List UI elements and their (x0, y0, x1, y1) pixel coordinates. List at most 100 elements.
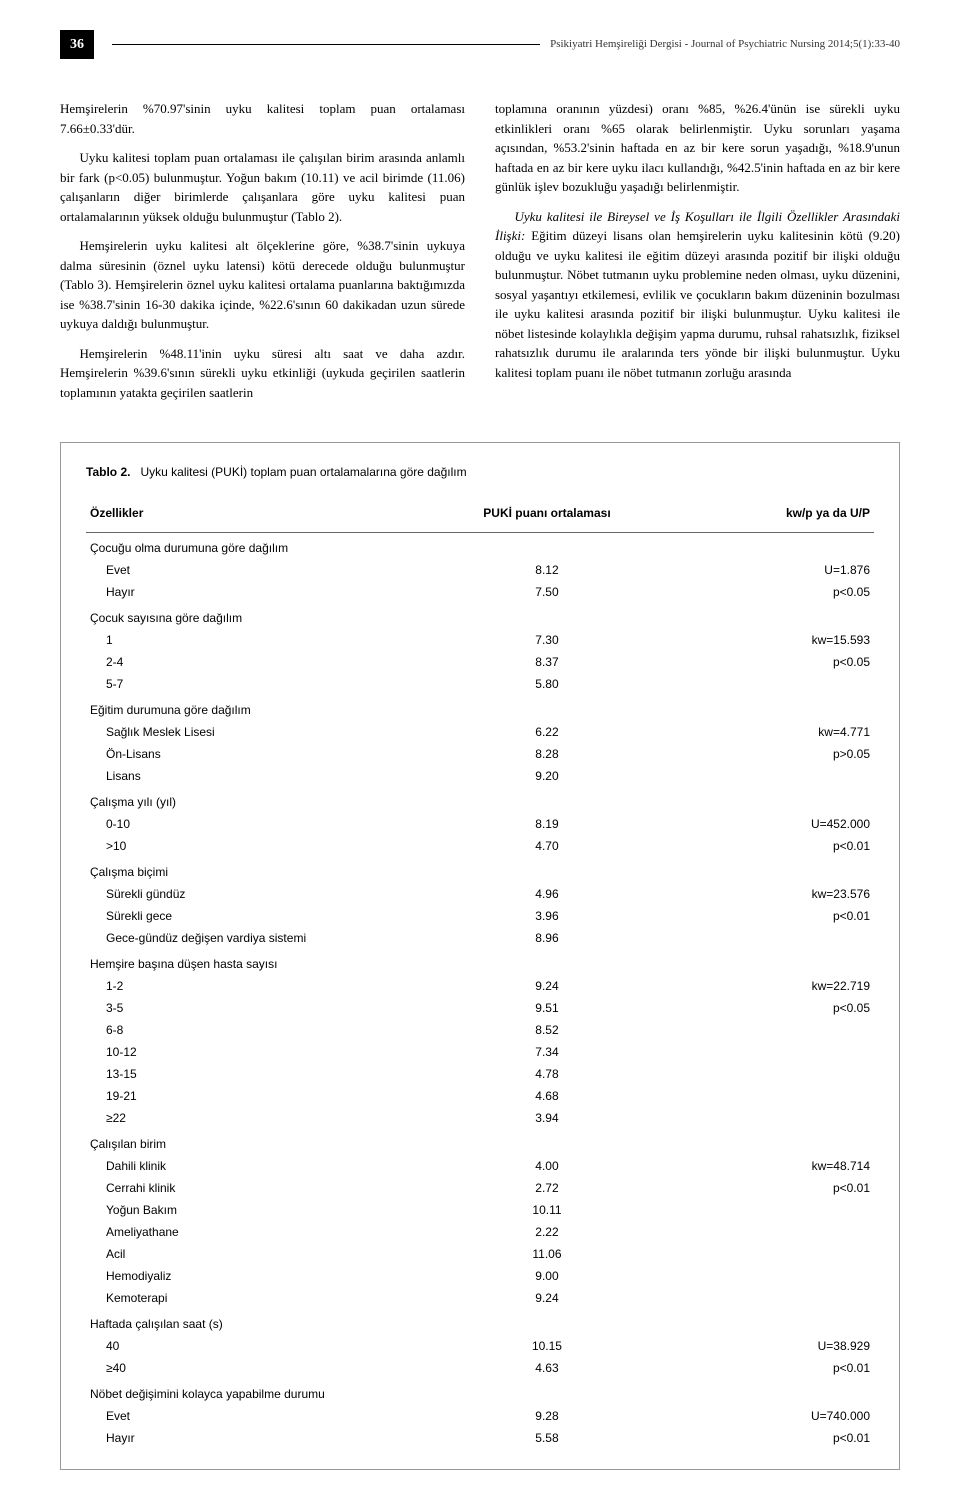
table-row: Sağlık Meslek Lisesi6.22kw=4.771 (86, 721, 874, 743)
table-cell-stat (653, 927, 874, 949)
table-group-label: Eğitim durumuna göre dağılım (86, 695, 874, 721)
table-cell-stat (653, 1019, 874, 1041)
table-cell-value: 2.22 (441, 1221, 654, 1243)
table-cell-label: Gece-gündüz değişen vardiya sistemi (86, 927, 441, 949)
table-cell-stat (653, 1243, 874, 1265)
table-group-row: Çalışma biçimi (86, 857, 874, 883)
table-group-label: Çalışma yılı (yıl) (86, 787, 874, 813)
table-cell-stat (653, 1287, 874, 1309)
table-row: 6-88.52 (86, 1019, 874, 1041)
table-cell-label: Yoğun Bakım (86, 1199, 441, 1221)
table-cell-label: Ön-Lisans (86, 743, 441, 765)
table-cell-value: 7.30 (441, 629, 654, 651)
table-cell-value: 8.28 (441, 743, 654, 765)
left-p3: Hemşirelerin uyku kalitesi alt ölçekleri… (60, 236, 465, 334)
table-caption: Tablo 2. Uyku kalitesi (PUKİ) toplam pua… (86, 463, 874, 481)
table-cell-stat (653, 765, 874, 787)
table-row: >104.70p<0.01 (86, 835, 874, 857)
table-cell-value: 10.11 (441, 1199, 654, 1221)
table-header-row: Özellikler PUKİ puanı ortalaması kw/p ya… (86, 496, 874, 533)
table-group-row: Çocuğu olma durumuna göre dağılım (86, 533, 874, 560)
table-cell-stat: p<0.05 (653, 997, 874, 1019)
table-cell-value: 8.19 (441, 813, 654, 835)
table-cell-label: ≥22 (86, 1107, 441, 1129)
table-container: Tablo 2. Uyku kalitesi (PUKİ) toplam pua… (60, 442, 900, 1470)
table-row: Cerrahi klinik2.72p<0.01 (86, 1177, 874, 1199)
table-cell-label: Kemoterapi (86, 1287, 441, 1309)
table-cell-label: 1 (86, 629, 441, 651)
two-column-text: Hemşirelerin %70.97'sinin uyku kalitesi … (60, 99, 900, 412)
table-cell-label: Acil (86, 1243, 441, 1265)
left-p2: Uyku kalitesi toplam puan ortalaması ile… (60, 148, 465, 226)
table-cell-value: 4.63 (441, 1357, 654, 1379)
table-group-label: Haftada çalışılan saat (s) (86, 1309, 874, 1335)
table-cell-value: 9.00 (441, 1265, 654, 1287)
table-cell-stat (653, 1085, 874, 1107)
table-cell-stat: p<0.01 (653, 1357, 874, 1379)
table-cell-value: 7.34 (441, 1041, 654, 1063)
table-group-label: Çocuğu olma durumuna göre dağılım (86, 533, 874, 560)
table-row: Ön-Lisans8.28p>0.05 (86, 743, 874, 765)
table-row: Hayır7.50p<0.05 (86, 581, 874, 603)
left-p4: Hemşirelerin %48.11'inin uyku süresi alt… (60, 344, 465, 403)
right-p2-rest: Eğitim düzeyi lisans olan hemşirelerin u… (495, 228, 900, 380)
table-group-row: Çocuk sayısına göre dağılım (86, 603, 874, 629)
table-row: 4010.15U=38.929 (86, 1335, 874, 1357)
table-group-label: Çocuk sayısına göre dağılım (86, 603, 874, 629)
table-caption-text: Uyku kalitesi (PUKİ) toplam puan ortalam… (140, 465, 466, 479)
table-caption-number: Tablo 2. (86, 465, 130, 479)
table-cell-value: 10.15 (441, 1335, 654, 1357)
table-row: Sürekli gece3.96p<0.01 (86, 905, 874, 927)
table-cell-value: 7.50 (441, 581, 654, 603)
table-cell-label: Hemodiyaliz (86, 1265, 441, 1287)
table-group-row: Nöbet değişimini kolayca yapabilme durum… (86, 1379, 874, 1405)
table-cell-value: 3.94 (441, 1107, 654, 1129)
th-features: Özellikler (86, 496, 441, 533)
table-cell-value: 4.00 (441, 1155, 654, 1177)
table-row: 1-29.24kw=22.719 (86, 975, 874, 997)
table-cell-label: Evet (86, 559, 441, 581)
table-cell-stat: kw=23.576 (653, 883, 874, 905)
table-cell-value: 8.96 (441, 927, 654, 949)
table-cell-value: 4.78 (441, 1063, 654, 1085)
table-cell-value: 11.06 (441, 1243, 654, 1265)
table-body: Çocuğu olma durumuna göre dağılımEvet 8.1… (86, 533, 874, 1450)
table-cell-label: >10 (86, 835, 441, 857)
table-cell-label: 10-12 (86, 1041, 441, 1063)
table-group-label: Hemşire başına düşen hasta sayısı (86, 949, 874, 975)
left-column: Hemşirelerin %70.97'sinin uyku kalitesi … (60, 99, 465, 412)
table-row: Yoğun Bakım10.11 (86, 1199, 874, 1221)
th-stat: kw/p ya da U/P (653, 496, 874, 533)
table-cell-value: 8.52 (441, 1019, 654, 1041)
table-cell-value: 4.96 (441, 883, 654, 905)
table-row: 0-108.19U=452.000 (86, 813, 874, 835)
table-row: Hemodiyaliz9.00 (86, 1265, 874, 1287)
table-row: Lisans9.20 (86, 765, 874, 787)
table-cell-stat (653, 1107, 874, 1129)
table-row: Dahili klinik4.00kw=48.714 (86, 1155, 874, 1177)
table-cell-label: Ameliyathane (86, 1221, 441, 1243)
table-row: Acil11.06 (86, 1243, 874, 1265)
table-cell-value: 4.70 (441, 835, 654, 857)
table-cell-label: Sürekli gece (86, 905, 441, 927)
table-cell-label: Lisans (86, 765, 441, 787)
table-cell-stat: p<0.05 (653, 651, 874, 673)
th-puki: PUKİ puanı ortalaması (441, 496, 654, 533)
table-cell-stat: U=452.000 (653, 813, 874, 835)
table-cell-label: 40 (86, 1335, 441, 1357)
table-cell-label: Sağlık Meslek Lisesi (86, 721, 441, 743)
table-group-row: Haftada çalışılan saat (s) (86, 1309, 874, 1335)
table-cell-label: Sürekli gündüz (86, 883, 441, 905)
table-cell-value: 6.22 (441, 721, 654, 743)
table-cell-stat (653, 673, 874, 695)
table-cell-stat: U=38.929 (653, 1335, 874, 1357)
table-cell-label: Cerrahi klinik (86, 1177, 441, 1199)
table-cell-label: Hayır (86, 581, 441, 603)
table-row: Hayır5.58p<0.01 (86, 1427, 874, 1449)
table-cell-stat: p<0.01 (653, 1427, 874, 1449)
table-cell-label: 2-4 (86, 651, 441, 673)
table-row: Kemoterapi9.24 (86, 1287, 874, 1309)
table-row: 13-154.78 (86, 1063, 874, 1085)
table-group-label: Nöbet değişimini kolayca yapabilme durum… (86, 1379, 874, 1405)
table-cell-label: 5-7 (86, 673, 441, 695)
